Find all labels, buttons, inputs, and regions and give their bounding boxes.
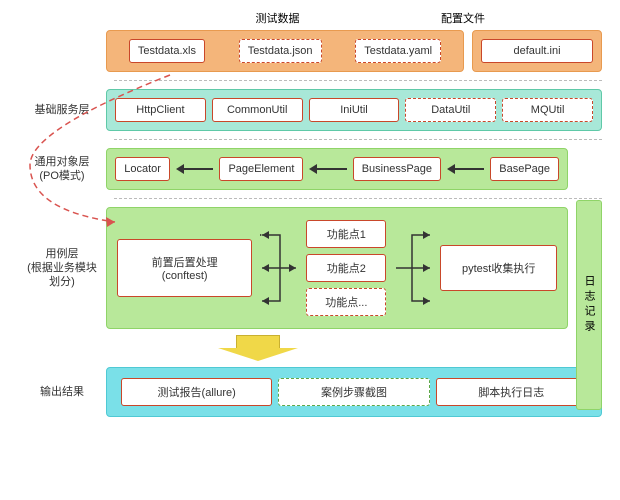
row-usecase: 用例层 (根据业务模块 划分) 前置后置处理 (conftest) 功能点1 功… <box>18 207 602 329</box>
testdata-container: Testdata.xls Testdata.json Testdata.yaml <box>106 30 464 72</box>
top-labels: 测试数据 配置文件 <box>114 10 602 26</box>
pageelement: PageElement <box>219 157 303 181</box>
log-sidebar: 日志记录 <box>576 200 602 410</box>
func-more: 功能点... <box>306 288 386 316</box>
bracket-right-icon <box>260 225 298 311</box>
config-container: default.ini <box>472 30 602 72</box>
commonutil: CommonUtil <box>212 98 303 122</box>
func2: 功能点2 <box>306 254 386 282</box>
httpclient: HttpClient <box>115 98 206 122</box>
row-output: 输出结果 测试报告(allure) 案例步骤截图 脚本执行日志 <box>18 367 602 417</box>
locator: Locator <box>115 157 170 181</box>
step-screenshot: 案例步骤截图 <box>278 378 429 406</box>
mqutil: MQUtil <box>502 98 593 122</box>
divider <box>114 198 602 199</box>
arrow-left-icon <box>176 164 213 174</box>
row-po: 通用对象层 (PO模式) Locator PageElement Busines… <box>18 148 602 190</box>
allure-report: 测试报告(allure) <box>121 378 272 406</box>
businesspage: BusinessPage <box>353 157 441 181</box>
usecase-container: 前置后置处理 (conftest) 功能点1 功能点2 功能点... pytes… <box>106 207 568 329</box>
testdata-xls: Testdata.xls <box>129 39 205 63</box>
row-base: 基础服务层 HttpClient CommonUtil IniUtil Data… <box>18 89 602 131</box>
iniutil: IniUtil <box>309 98 400 122</box>
testdata-json: Testdata.json <box>239 39 322 63</box>
testdata-yaml: Testdata.yaml <box>355 39 441 63</box>
basepage: BasePage <box>490 157 559 181</box>
pytest-exec: pytest收集执行 <box>440 245 557 291</box>
arrow-left-icon <box>309 164 346 174</box>
divider <box>114 139 602 140</box>
po-label: 通用对象层 (PO模式) <box>18 155 106 184</box>
bracket-left-icon <box>394 225 432 311</box>
usecase-label: 用例层 (根据业务模块 划分) <box>18 247 106 290</box>
config-file: default.ini <box>481 39 593 63</box>
output-container: 测试报告(allure) 案例步骤截图 脚本执行日志 <box>106 367 602 417</box>
datautil: DataUtil <box>405 98 496 122</box>
output-label: 输出结果 <box>18 385 106 399</box>
func1: 功能点1 <box>306 220 386 248</box>
base-label: 基础服务层 <box>18 103 106 117</box>
arrow-left-icon <box>447 164 484 174</box>
funcs: 功能点1 功能点2 功能点... <box>306 220 386 316</box>
row-testdata: Testdata.xls Testdata.json Testdata.yaml… <box>18 30 602 72</box>
po-container: Locator PageElement BusinessPage BasePag… <box>106 148 568 190</box>
divider <box>114 80 602 81</box>
big-arrow-down-icon <box>218 335 298 361</box>
config-title: 配置文件 <box>441 10 485 26</box>
exec-log: 脚本执行日志 <box>436 378 587 406</box>
testdata-title: 测试数据 <box>114 10 441 26</box>
base-container: HttpClient CommonUtil IniUtil DataUtil M… <box>106 89 602 131</box>
conftest: 前置后置处理 (conftest) <box>117 239 252 297</box>
